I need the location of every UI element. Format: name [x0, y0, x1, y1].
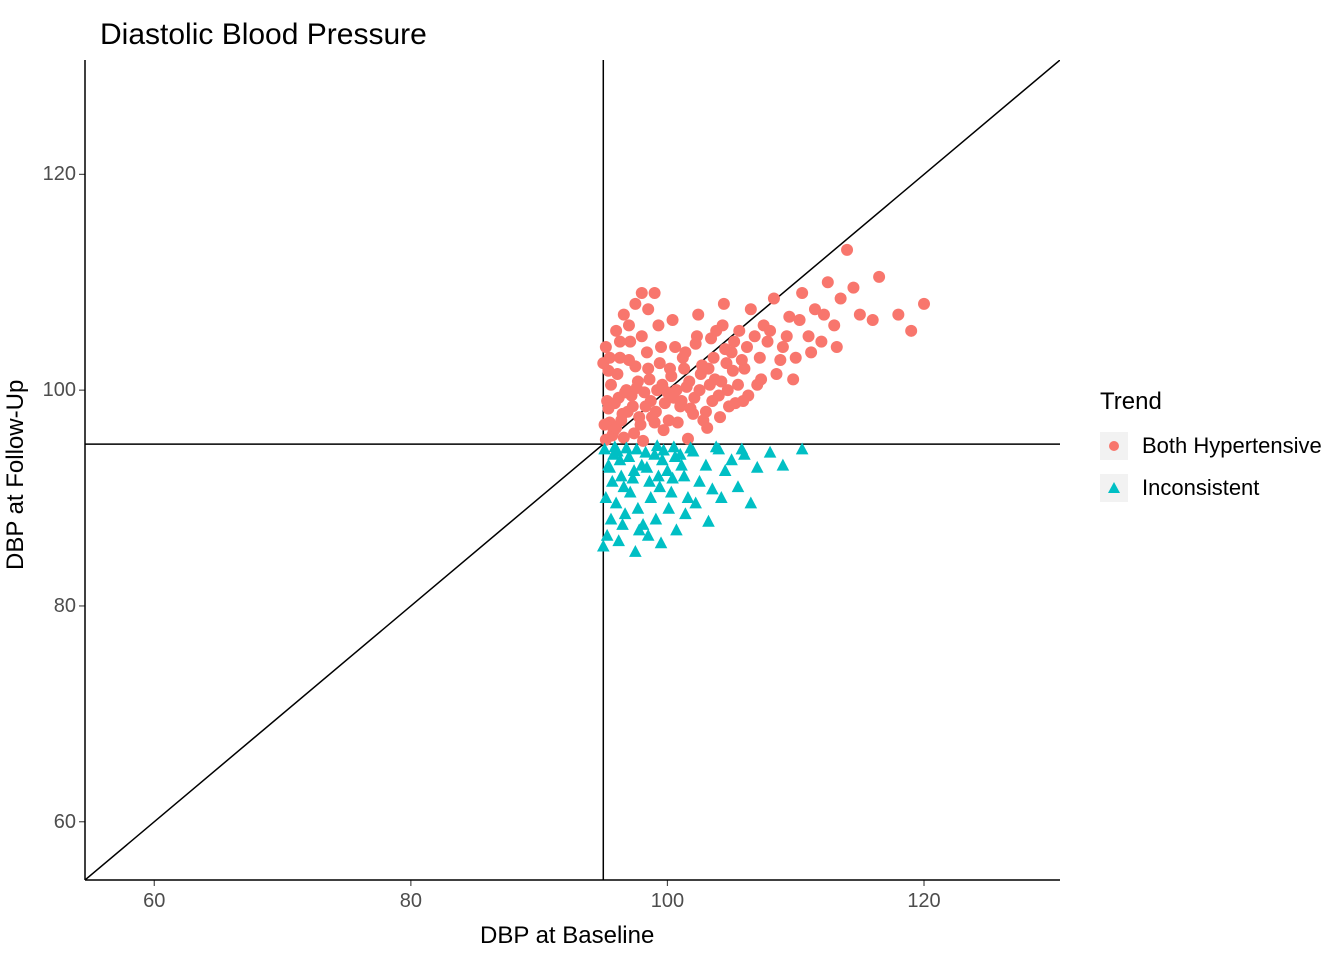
x-tick-60: 60 — [129, 890, 179, 913]
y-axis-label: DBP at Follow-Up — [2, 380, 30, 570]
legend-swatch-triangle — [1100, 474, 1128, 502]
chart-container: Diastolic Blood Pressure 60 80 100 120 6… — [0, 0, 1344, 960]
legend-label-0: Both Hypertensive — [1142, 433, 1322, 459]
legend-item-inconsistent: Inconsistent — [1100, 474, 1259, 502]
y-tick-100: 100 — [26, 379, 76, 402]
legend-label-1: Inconsistent — [1142, 475, 1259, 501]
legend-swatch-circle — [1100, 432, 1128, 460]
y-tick-120: 120 — [26, 163, 76, 186]
x-tick-120: 120 — [899, 890, 949, 913]
legend-title: Trend — [1100, 388, 1162, 416]
y-tick-80: 80 — [26, 595, 76, 618]
x-tick-100: 100 — [642, 890, 692, 913]
x-tick-80: 80 — [386, 890, 436, 913]
legend-item-both-hypertensive: Both Hypertensive — [1100, 432, 1322, 460]
y-tick-60: 60 — [26, 811, 76, 834]
x-axis-label: DBP at Baseline — [480, 922, 654, 950]
